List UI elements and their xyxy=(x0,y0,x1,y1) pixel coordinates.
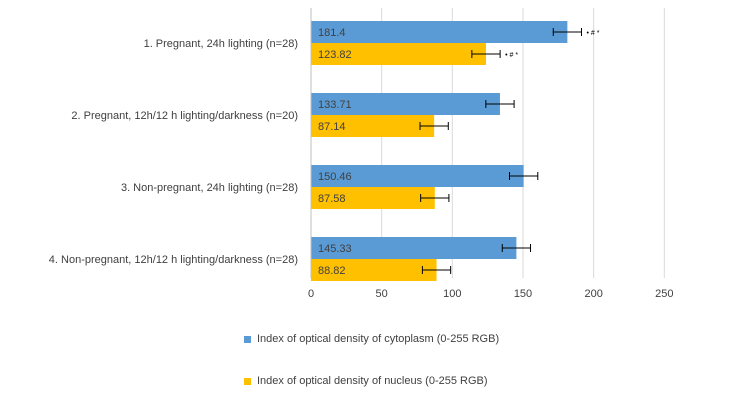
x-tick-label: 100 xyxy=(443,288,461,300)
category-label: 4. Non-pregnant, 12h/12 h lighting/darkn… xyxy=(49,254,298,266)
data-label-nucleus: 87.14 xyxy=(318,121,346,133)
legend-label-nucleus: Index of optical density of nucleus (0-2… xyxy=(257,375,488,387)
data-label-nucleus: 87.58 xyxy=(318,193,346,205)
x-tick-label: 250 xyxy=(655,288,673,300)
bar-cytoplasm xyxy=(311,237,517,259)
data-label-nucleus: 123.82 xyxy=(318,49,352,61)
category-label: 3. Non-pregnant, 24h lighting (n=28) xyxy=(121,182,298,194)
x-tick-label: 0 xyxy=(308,288,314,300)
legend-item-cytoplasm: Index of optical density of cytoplasm (0… xyxy=(244,333,499,345)
legend-swatch-nucleus xyxy=(244,377,251,385)
bar-cytoplasm xyxy=(311,93,500,115)
legend-swatch-cytoplasm xyxy=(244,335,251,343)
category-label: 2. Pregnant, 12h/12 h lighting/darkness … xyxy=(71,110,298,122)
data-label-cytoplasm: 150.46 xyxy=(318,171,352,183)
data-label-cytoplasm: 181.4 xyxy=(318,27,346,39)
data-label-cytoplasm: 133.71 xyxy=(318,99,352,111)
significance-marker: • # * xyxy=(587,30,600,37)
x-tick-label: 50 xyxy=(376,288,388,300)
bar-nucleus xyxy=(311,187,435,209)
x-tick-label: 150 xyxy=(514,288,532,300)
bar-nucleus xyxy=(311,115,435,137)
bar-cytoplasm xyxy=(311,165,524,187)
data-label-nucleus: 88.82 xyxy=(318,265,346,277)
bar-cytoplasm xyxy=(311,21,568,43)
x-tick-label: 200 xyxy=(584,288,602,300)
bar-nucleus xyxy=(311,259,437,281)
category-label: 1. Pregnant, 24h lighting (n=28) xyxy=(144,38,298,50)
legend-label-cytoplasm: Index of optical density of cytoplasm (0… xyxy=(257,333,500,345)
significance-marker: • # * xyxy=(505,52,518,59)
bar-nucleus xyxy=(311,43,486,65)
legend-item-nucleus: Index of optical density of nucleus (0-2… xyxy=(244,375,488,387)
data-label-cytoplasm: 145.33 xyxy=(318,243,352,255)
